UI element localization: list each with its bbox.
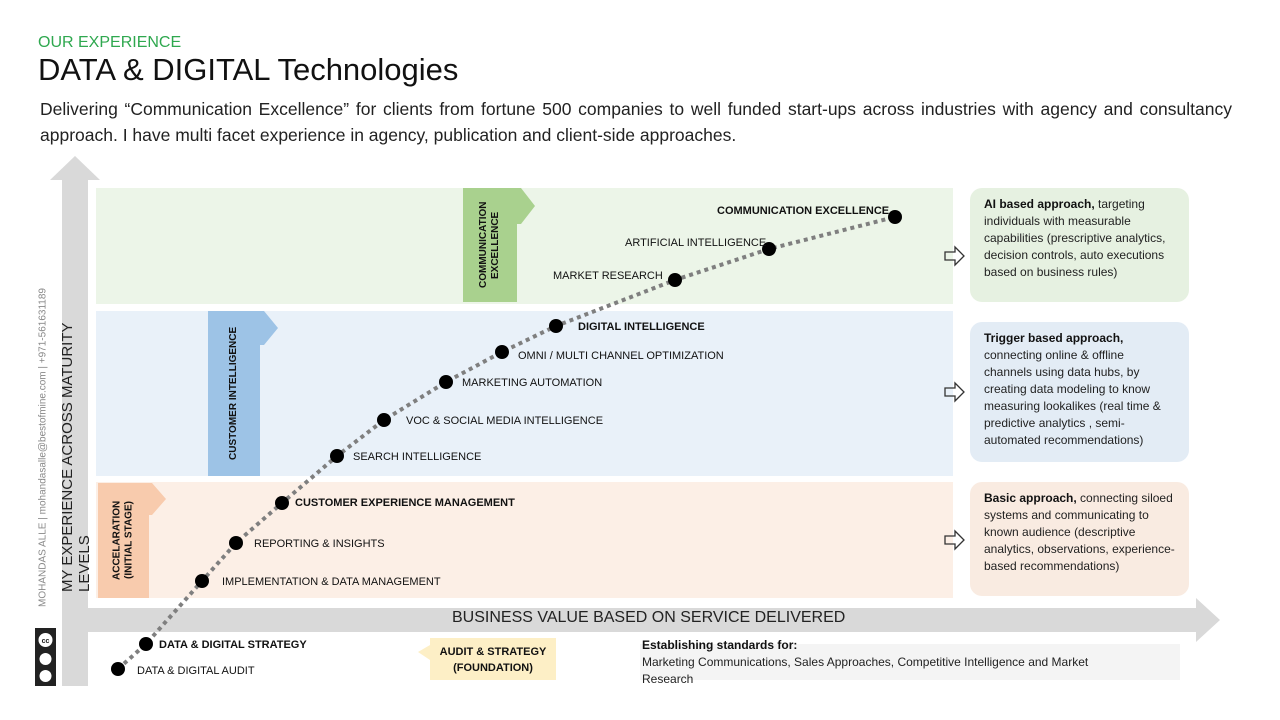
milestone-label: MARKET RESEARCH — [553, 270, 663, 282]
milestone-label: ARTIFICIAL INTELLIGENCE — [625, 237, 767, 249]
milestone-label: MARKETING AUTOMATION — [462, 377, 603, 389]
card-body: targeting individuals with measurable ca… — [984, 197, 1166, 279]
y-axis-label: MY EXPERIENCE ACROSS MATURITY LEVELS — [59, 322, 93, 592]
milestone-dot — [229, 536, 243, 550]
arrow-right-icon — [944, 529, 965, 551]
x-axis-label: BUSINESS VALUE BASED ON SERVICE DELIVERE… — [452, 609, 846, 626]
stage-tag-foundation — [418, 638, 556, 680]
card-body: connecting siloed systems and communicat… — [984, 491, 1175, 573]
stage-tag-mid — [208, 311, 278, 476]
standards-box — [640, 644, 1180, 680]
milestone-dot — [668, 273, 682, 287]
milestone-dot — [495, 345, 509, 359]
stage-label-top: COMMUNICATION EXCELLENCE — [478, 201, 501, 289]
card-title: AI based approach, — [984, 197, 1095, 211]
arrow-right-icon — [944, 245, 965, 267]
milestone-dot — [439, 375, 453, 389]
milestone-label: CUSTOMER EXPERIENCE MANAGEMENT — [295, 497, 515, 509]
milestone-dot — [377, 413, 391, 427]
y-axis-arrow — [50, 156, 100, 686]
section-eyebrow: OUR EXPERIENCE — [38, 34, 182, 51]
arrow-right-icon — [944, 381, 965, 403]
milestone-label: IMPLEMENTATION & DATA MANAGEMENT — [222, 576, 441, 588]
milestone-label: REPORTING & INSIGHTS — [254, 538, 385, 550]
milestone-label: SEARCH INTELLIGENCE — [353, 451, 482, 463]
milestone-dot — [195, 574, 209, 588]
milestone-dot — [111, 662, 125, 676]
stage-tag-low — [98, 483, 166, 598]
stage-label-foundation: AUDIT & STRATEGY (FOUNDATION) — [439, 646, 547, 674]
milestone-label: VOC & SOCIAL MEDIA INTELLIGENCE — [406, 415, 604, 427]
approach-card-basic: Basic approach, connecting siloed system… — [970, 482, 1189, 596]
standards-text: Marketing Communications, Sales Approach… — [642, 655, 1089, 686]
approach-card-ai: AI based approach, targeting individuals… — [970, 188, 1189, 302]
milestone-dot — [275, 496, 289, 510]
approach-card-trigger: Trigger based approach, connecting onlin… — [970, 322, 1189, 462]
milestone-dot — [330, 449, 344, 463]
creative-commons-icon: cc — [35, 628, 56, 686]
standards-heading: Establishing standards for: — [642, 638, 798, 652]
milestone-label: COMMUNICATION EXCELLENCE — [717, 205, 890, 217]
card-body: connecting online & offline channels usi… — [984, 348, 1161, 447]
svg-text:cc: cc — [42, 638, 50, 645]
milestone-label: DATA & DIGITAL STRATEGY — [159, 639, 307, 651]
milestone-dot — [139, 637, 153, 651]
milestone-dot — [888, 210, 902, 224]
stage-tag-top — [463, 188, 535, 302]
x-axis-arrow — [88, 598, 1220, 642]
author-credit: MOHANDAS ALLE | mohandasalle@bestofmine.… — [37, 288, 49, 608]
milestone-dot — [549, 319, 563, 333]
card-title: Trigger based approach, — [984, 331, 1124, 345]
page-title: DATA & DIGITAL Technologies — [38, 52, 459, 87]
milestone-label: DIGITAL INTELLIGENCE — [578, 321, 705, 333]
stage-label-low: ACCELARATION (INITIAL STAGE) — [111, 500, 135, 581]
card-title: Basic approach, — [984, 491, 1077, 505]
stage-label-mid: CUSTOMER INTELLIGENCE — [228, 326, 239, 461]
intro-paragraph: Delivering “Communication Excellence” fo… — [40, 99, 1232, 145]
milestone-dot — [762, 242, 776, 256]
milestone-label: DATA & DIGITAL AUDIT — [137, 665, 255, 677]
milestone-label: OMNI / MULTI CHANNEL OPTIMIZATION — [518, 350, 724, 362]
